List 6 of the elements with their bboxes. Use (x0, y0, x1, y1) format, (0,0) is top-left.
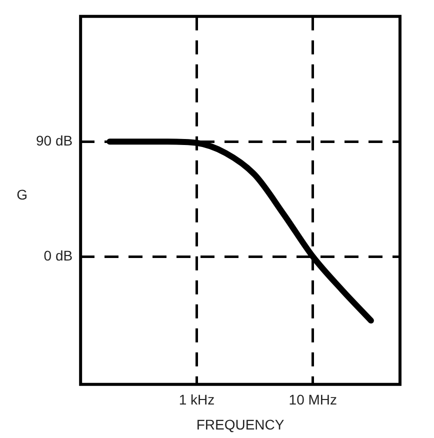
y-tick-label: 0 dB (44, 247, 73, 264)
x-tick-label: 1 kHz (178, 392, 215, 408)
x-axis-title: FREQUENCY (196, 416, 285, 432)
x-tick-label: 10 MHz (288, 392, 338, 408)
y-axis-title: G (16, 186, 28, 202)
y-tick-label: 90 dB (36, 132, 73, 148)
